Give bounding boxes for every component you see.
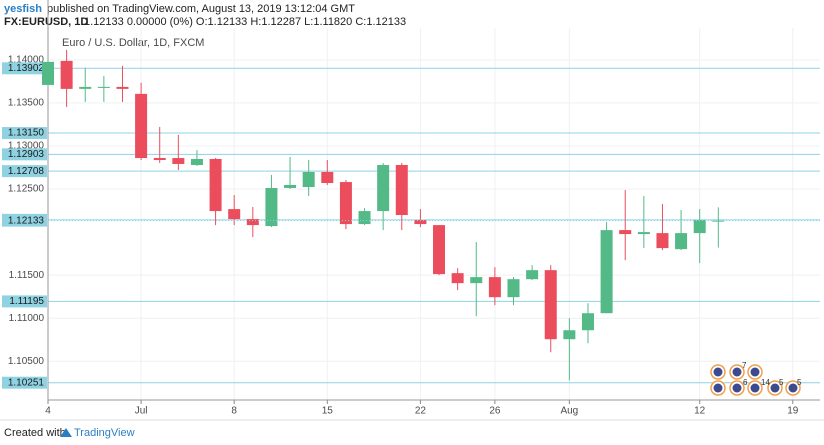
candle-body (228, 209, 241, 220)
level-label: 1.13902 (8, 63, 45, 74)
candle-body (358, 211, 371, 225)
published: published on TradingView.com, August 13,… (47, 3, 355, 15)
candle-body (209, 158, 222, 212)
x-tick-label: 26 (489, 406, 501, 417)
candle-body (451, 273, 464, 284)
candle-body (246, 219, 259, 226)
symbol: FX:EURUSD, 1D (4, 16, 88, 28)
event-icon-core (732, 383, 742, 393)
x-tick-label: Aug (560, 406, 578, 417)
x-tick-label: 4 (45, 406, 51, 417)
candle-body (600, 230, 613, 314)
candle-body (526, 270, 539, 280)
candle-body (321, 171, 334, 183)
x-tick-label: Jul (135, 406, 148, 417)
candle-body (265, 187, 278, 227)
x-tick-label: 12 (694, 406, 706, 417)
last-price-box (2, 214, 47, 227)
chart-title: Euro / U.S. Dollar, 1D, FXCM (62, 37, 204, 49)
candle-body (377, 165, 390, 212)
event-icon-core (732, 367, 742, 377)
event-count: 14 (761, 378, 770, 387)
level-label: 1.10251 (8, 377, 45, 388)
level-label-box (2, 376, 47, 389)
candle-body (302, 171, 315, 188)
candle-body (42, 61, 54, 85)
candle-body (712, 220, 725, 222)
candle-body (637, 232, 650, 235)
y-tick-label: 1.12500 (8, 184, 45, 195)
candle-body (135, 93, 148, 159)
candle-body (79, 86, 92, 89)
footer-created: Created with (4, 427, 66, 439)
event-count: 5 (779, 378, 784, 387)
y-tick-label: 1.11500 (9, 270, 45, 281)
level-label-box (2, 62, 47, 75)
candle-body (581, 313, 594, 331)
x-tick-label: 22 (415, 406, 427, 417)
candle-body (414, 220, 427, 225)
candle-body (470, 277, 483, 284)
y-tick-label: 1.10500 (8, 356, 45, 367)
level-label: 1.12708 (8, 166, 45, 177)
candle-body (544, 270, 557, 340)
candle-body (395, 165, 408, 216)
level-label-box (2, 165, 47, 178)
footer-brand[interactable]: TradingView (74, 427, 135, 439)
event-icon-core (788, 383, 798, 393)
level-label-box (2, 295, 47, 308)
candle-body (172, 158, 185, 164)
candle-body (507, 279, 520, 298)
candle-body (488, 277, 501, 298)
last-price-label: 1.12133 (8, 215, 45, 226)
brand-logo (60, 428, 72, 437)
level-label-box (2, 148, 47, 161)
candle-body (656, 233, 669, 249)
candle-body (619, 230, 632, 235)
x-tick-label: 19 (787, 406, 799, 417)
candle-body (675, 233, 688, 250)
event-count: 7 (742, 361, 747, 370)
event-icon-core (750, 383, 760, 393)
candle-body (116, 86, 129, 89)
candle-body (153, 158, 166, 161)
y-tick-label: 1.13000 (8, 141, 45, 152)
candle-body (693, 220, 706, 234)
candle-body (339, 182, 352, 225)
event-count: 6 (743, 378, 748, 387)
publisher[interactable]: yesfish (4, 3, 42, 15)
y-tick-label: 1.14000 (8, 55, 45, 66)
candle-body (563, 330, 576, 340)
x-tick-label: 15 (322, 406, 334, 417)
x-tick-label: 8 (231, 406, 237, 417)
event-icon-core (713, 367, 723, 377)
y-tick-label: 1.13500 (8, 98, 45, 109)
level-label-box (2, 127, 47, 140)
candle-body (433, 225, 446, 275)
candle-body (97, 86, 110, 88)
quote: 1.12133 0.00000 (0%) O:1.12133 H:1.12287… (84, 16, 406, 28)
candle-body (284, 184, 297, 188)
event-count: 5 (797, 378, 802, 387)
event-icon-core (713, 383, 723, 393)
level-label: 1.11195 (9, 296, 44, 307)
y-tick-label: 1.11000 (9, 313, 45, 324)
level-label: 1.12903 (8, 149, 45, 160)
event-icon-core (770, 383, 780, 393)
candle-body (60, 60, 73, 89)
level-label: 1.13150 (8, 128, 45, 139)
event-icon-core (750, 367, 760, 377)
candle-body (190, 158, 203, 166)
